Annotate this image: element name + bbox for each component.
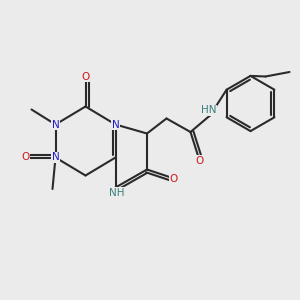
Text: N: N bbox=[52, 152, 59, 163]
Text: O: O bbox=[81, 71, 90, 82]
Text: N: N bbox=[52, 119, 59, 130]
Text: N: N bbox=[112, 119, 119, 130]
Text: NH: NH bbox=[109, 188, 125, 198]
Text: O: O bbox=[195, 155, 204, 166]
Text: O: O bbox=[21, 152, 30, 163]
Text: HN: HN bbox=[201, 105, 216, 115]
Text: O: O bbox=[170, 173, 178, 184]
